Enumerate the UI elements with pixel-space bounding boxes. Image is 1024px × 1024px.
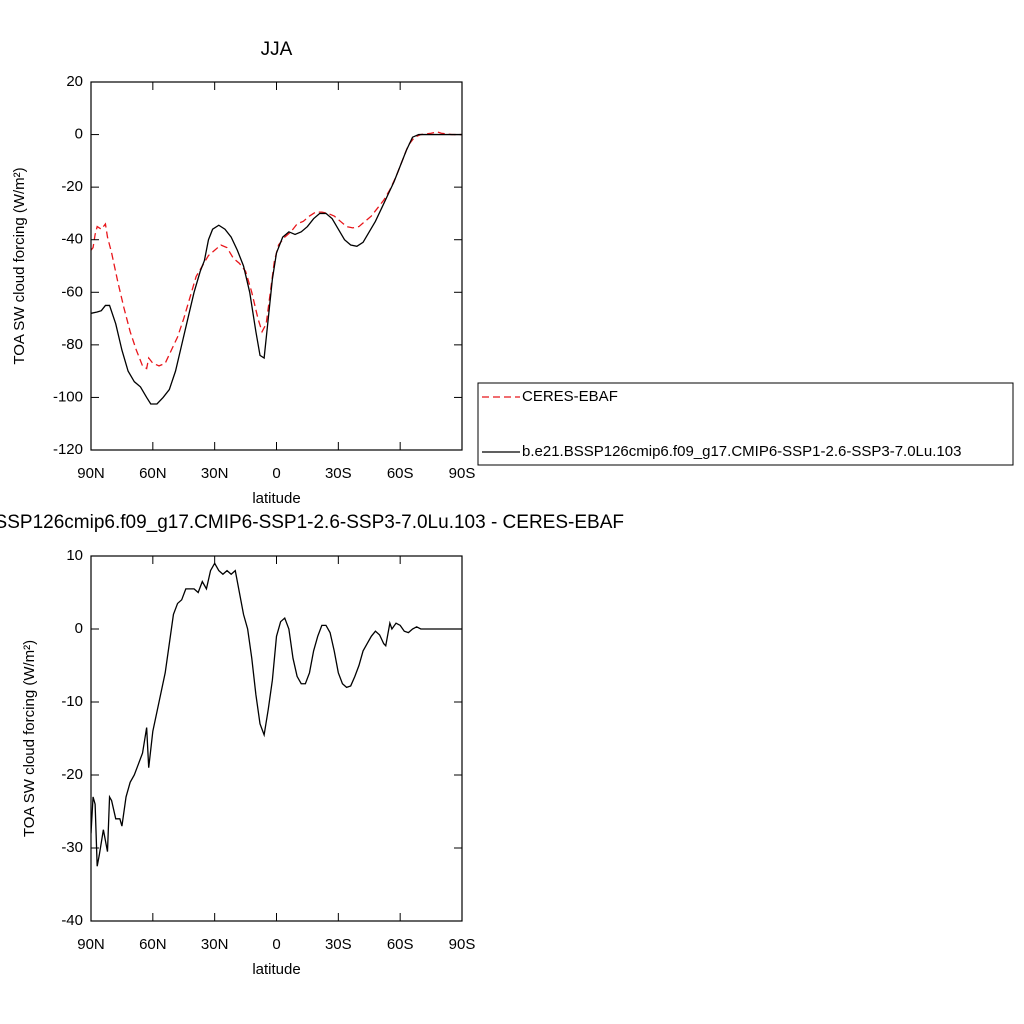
plot-lines (91, 131, 462, 405)
y-tick-label: -10 (61, 693, 83, 710)
y-tick-label: 10 (66, 547, 83, 564)
chart-panel: b.e21.BSSP126cmip6.f09_g17.CMIP6-SSP1-2.… (0, 512, 624, 978)
x-tick-label: 30N (201, 936, 229, 953)
chart-title: b.e21.BSSP126cmip6.f09_g17.CMIP6-SSP1-2.… (0, 512, 624, 533)
y-axis-label: TOA SW cloud forcing (W/m²) (21, 640, 38, 837)
chart-panel: JJA latitude TOA SW cloud forcing (W/m²) -1… (11, 39, 1014, 507)
y-tick-label: -100 (53, 388, 83, 405)
y-tick-label: -20 (61, 766, 83, 783)
x-tick-label: 0 (272, 465, 280, 482)
x-tick-label: 0 (272, 936, 280, 953)
x-tick-label: 60N (139, 936, 167, 953)
data-line (91, 131, 462, 370)
x-axis-label: latitude (252, 961, 300, 978)
plot-frame (90, 81, 463, 451)
y-tick-label: -60 (61, 283, 83, 300)
x-tick-label: 60S (387, 936, 414, 953)
x-tick-label: 30S (325, 936, 352, 953)
chart-title: JJA (261, 39, 293, 60)
x-tick-label: 90S (449, 936, 476, 953)
x-tick-label: 90S (449, 465, 476, 482)
x-tick-label: 60N (139, 465, 167, 482)
x-tick-label: 90N (77, 465, 105, 482)
y-tick-label: -40 (61, 912, 83, 929)
data-line (91, 133, 462, 405)
y-axis-label: TOA SW cloud forcing (W/m²) (11, 167, 28, 364)
plot-lines (91, 561, 462, 867)
data-line (91, 561, 462, 867)
x-tick-label: 90N (77, 936, 105, 953)
x-tick-label: 30N (201, 465, 229, 482)
y-tick-label: 0 (75, 620, 83, 637)
legend-box (477, 382, 1014, 466)
y-tick-label: 20 (66, 73, 83, 90)
y-tick-label: -120 (53, 441, 83, 458)
legend-label: b.e21.BSSP126cmip6.f09_g17.CMIP6-SSP1-2.… (522, 443, 961, 460)
y-tick-label: -80 (61, 336, 83, 353)
x-axis-label: latitude (252, 490, 300, 507)
y-tick-label: -20 (61, 178, 83, 195)
y-tick-label: -30 (61, 839, 83, 856)
x-tick-label: 30S (325, 465, 352, 482)
x-tick-label: 60S (387, 465, 414, 482)
y-tick-label: -40 (61, 231, 83, 248)
y-tick-label: 0 (75, 126, 83, 143)
legend-label: CERES-EBAF (522, 388, 618, 405)
